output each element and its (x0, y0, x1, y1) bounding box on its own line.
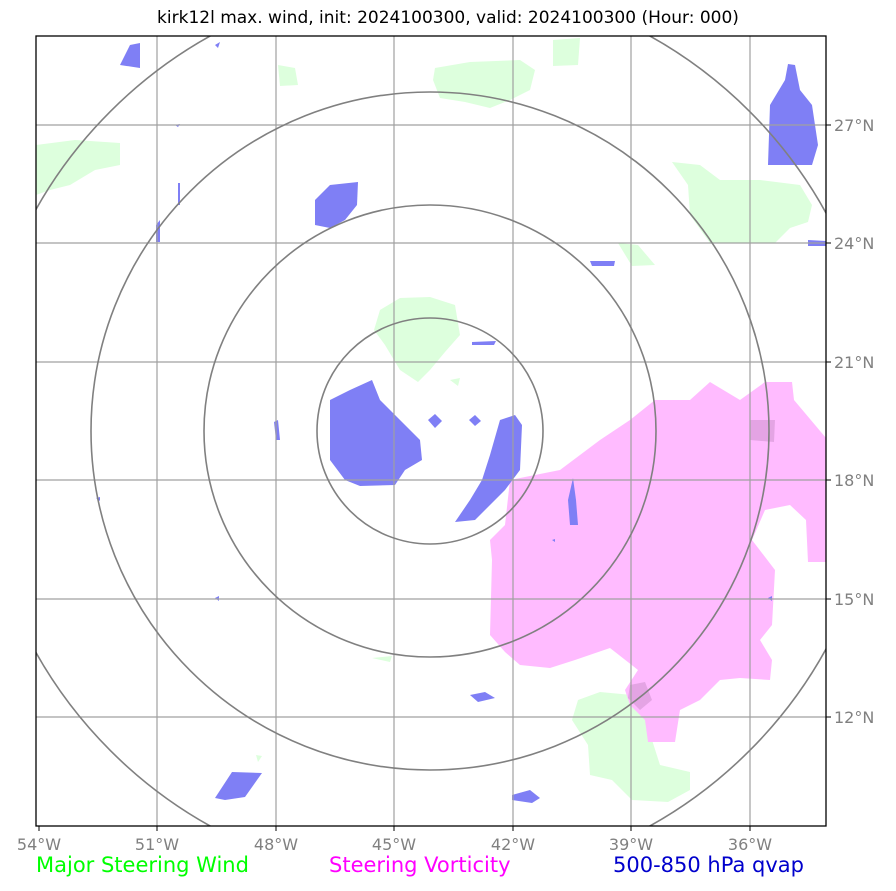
qvap-fill (96, 42, 826, 803)
tick-marks (38, 124, 831, 831)
lon-tick-label: 45°W (372, 835, 416, 854)
lat-tick-labels: 27°N 24°N 21°N 18°N 15°N 12°N (834, 116, 874, 727)
lon-tick-label: 51°W (135, 835, 179, 854)
lat-tick-label: 12°N (834, 708, 874, 727)
lat-tick-label: 21°N (834, 353, 874, 372)
lon-tick-label: 36°W (728, 835, 772, 854)
lat-tick-label: 27°N (834, 116, 874, 135)
lon-tick-label: 48°W (254, 835, 298, 854)
lon-tick-label: 42°W (491, 835, 535, 854)
steering-vorticity-fill (490, 382, 826, 742)
graticule (36, 36, 826, 826)
lon-tick-label: 39°W (609, 835, 653, 854)
lat-tick-label: 24°N (834, 234, 874, 253)
map-frame (35, 35, 827, 827)
lat-tick-label: 15°N (834, 590, 874, 609)
map-plot-area (36, 36, 826, 826)
lon-tick-label: 54°W (17, 835, 61, 854)
legend-steering-vorticity: Steering Vorticity (329, 853, 511, 877)
lon-tick-labels: 54°W 51°W 48°W 45°W 42°W 39°W 36°W (17, 835, 772, 854)
range-rings (36, 36, 826, 826)
range-ring (316, 317, 544, 545)
legend-qvap: 500-850 hPa qvap (613, 853, 804, 877)
range-ring (90, 91, 770, 771)
map-title: kirk12l max. wind, init: 2024100300, val… (157, 8, 739, 28)
range-ring (203, 204, 657, 658)
legend-steering-wind: Major Steering Wind (36, 853, 249, 877)
lat-tick-label: 18°N (834, 471, 874, 490)
